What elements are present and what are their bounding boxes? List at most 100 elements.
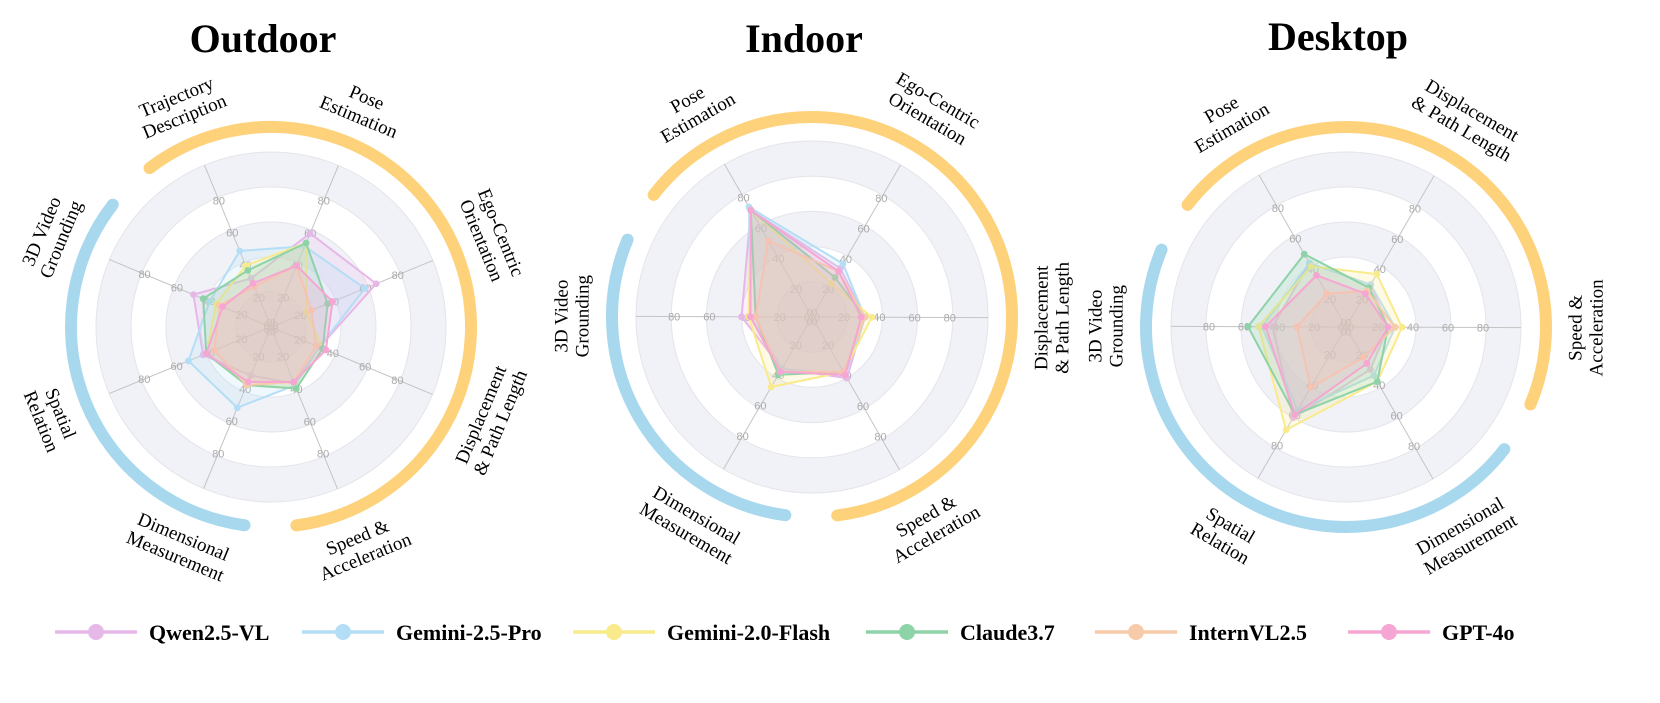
tick-label: 60	[359, 361, 371, 373]
data-point	[868, 313, 876, 321]
data-point	[190, 291, 197, 299]
axis-label-displacement-path-length: Displacement& Path Length	[1408, 74, 1526, 167]
legend-marker	[88, 624, 104, 640]
axis-label-line: 3D Video	[551, 280, 572, 353]
radar-chart-indoor: Indoor2040608002040608002040608002040608…	[551, 16, 1073, 569]
tick-label: 80	[212, 448, 224, 460]
legend-marker	[899, 624, 915, 640]
legend-label: Gemini-2.5-Pro	[396, 620, 542, 645]
axis-label-line: Displacement	[1031, 265, 1052, 370]
tick-label: 20	[1356, 294, 1368, 306]
axis-spoke	[204, 164, 272, 328]
data-point	[857, 313, 865, 321]
tick-label: 80	[1409, 204, 1421, 216]
data-point	[306, 229, 314, 237]
data-point	[185, 357, 192, 365]
category-arc-static	[1140, 243, 1511, 533]
legend-label: InternVL2.5	[1189, 620, 1307, 645]
data-point	[1262, 323, 1269, 331]
legend-item-gemini-2-0-flash: Gemini-2.0-Flash	[573, 620, 830, 645]
data-point	[764, 237, 772, 245]
tick-label: 60	[1391, 234, 1403, 246]
tick-label: 80	[1408, 441, 1420, 453]
tick-label: 80	[944, 312, 956, 324]
tick-label: 20	[822, 284, 834, 296]
data-point	[1366, 366, 1374, 373]
tick-label: 0	[806, 308, 812, 320]
legend-item-claude3-7: Claude3.7	[866, 620, 1055, 645]
category-arc-dynamic	[647, 111, 1018, 522]
data-point	[219, 303, 226, 311]
data-point	[1307, 262, 1315, 270]
axis-spoke	[811, 316, 989, 319]
data-point	[292, 385, 300, 392]
chart-title: Indoor	[745, 16, 863, 61]
data-point	[841, 371, 849, 379]
legend-label: Claude3.7	[960, 620, 1055, 645]
data-point	[1359, 353, 1367, 361]
tick-label: 0	[273, 320, 279, 332]
axis-spoke	[723, 316, 813, 470]
series-gpt-4o	[747, 206, 865, 379]
series-gpt-4o	[202, 262, 336, 386]
series-internvl2-5	[1293, 287, 1399, 391]
category-arc-dynamic	[1181, 121, 1552, 411]
axis-spoke	[1345, 326, 1434, 480]
data-point	[1293, 323, 1301, 331]
tick-label: 20	[277, 292, 289, 304]
tick-label: 80	[138, 374, 150, 386]
data-point	[1373, 378, 1381, 386]
charts-layer: Outdoor 20 40 60 80 0 20 40 60 80 0 20 40 60 80 0 20 40 60…	[17, 14, 1607, 587]
tick-label: 80	[737, 192, 749, 204]
axis-spoke	[1345, 326, 1522, 329]
tick-label: 60	[171, 283, 183, 295]
axis-label-line: Grounding	[1106, 284, 1127, 367]
tick-label: 0	[806, 316, 812, 328]
tick-label: 60	[1289, 233, 1301, 245]
axis-label-speed-acceleration: Speed &Acceleration	[1565, 279, 1607, 377]
axis-label-3d-video-grounding: 3D VideoGrounding	[17, 189, 88, 282]
data-point	[290, 378, 298, 386]
data-point	[1323, 290, 1331, 297]
tick-label: 20	[235, 334, 247, 346]
tick-label: 80	[874, 432, 886, 444]
tick-label: 20	[253, 292, 265, 304]
data-point	[1282, 426, 1290, 434]
tick-label: 60	[226, 228, 238, 240]
tick-label: 20	[790, 284, 802, 296]
axis-spoke	[270, 326, 433, 395]
data-point	[1370, 372, 1378, 379]
legend-item-internvl2-5: InternVL2.5	[1095, 620, 1307, 645]
legend-label: Qwen2.5-VL	[149, 620, 269, 645]
data-point	[322, 346, 330, 354]
axis-spoke	[1258, 174, 1347, 328]
data-point	[1384, 323, 1392, 331]
data-point	[249, 279, 257, 287]
axis-spoke	[635, 315, 813, 318]
tick-label: 40	[1407, 322, 1419, 334]
axis-spoke	[270, 326, 338, 490]
data-point	[329, 298, 336, 306]
axis-label-displacement-path-length: Displacement& Path Length	[1031, 261, 1073, 374]
tick-label: 0	[814, 312, 820, 324]
data-point	[1300, 250, 1308, 258]
axis-spoke	[811, 316, 900, 470]
data-point	[210, 346, 218, 354]
axis-label-line: Acceleration	[1586, 279, 1607, 377]
tick-label: 0	[1340, 318, 1346, 330]
data-point	[747, 206, 755, 214]
tick-label: 80	[1477, 322, 1489, 334]
data-point	[206, 297, 214, 305]
data-point	[312, 342, 320, 350]
tick-label: 0	[270, 317, 276, 329]
data-point	[752, 313, 760, 321]
tick-label: 20	[1324, 294, 1336, 306]
tick-label: 0	[804, 312, 810, 324]
tick-label: 60	[908, 312, 920, 324]
data-point	[738, 313, 746, 321]
tick-label: 80	[318, 196, 330, 208]
tick-label: 60	[755, 223, 767, 235]
data-point	[1391, 323, 1399, 331]
data-point	[1255, 323, 1262, 331]
